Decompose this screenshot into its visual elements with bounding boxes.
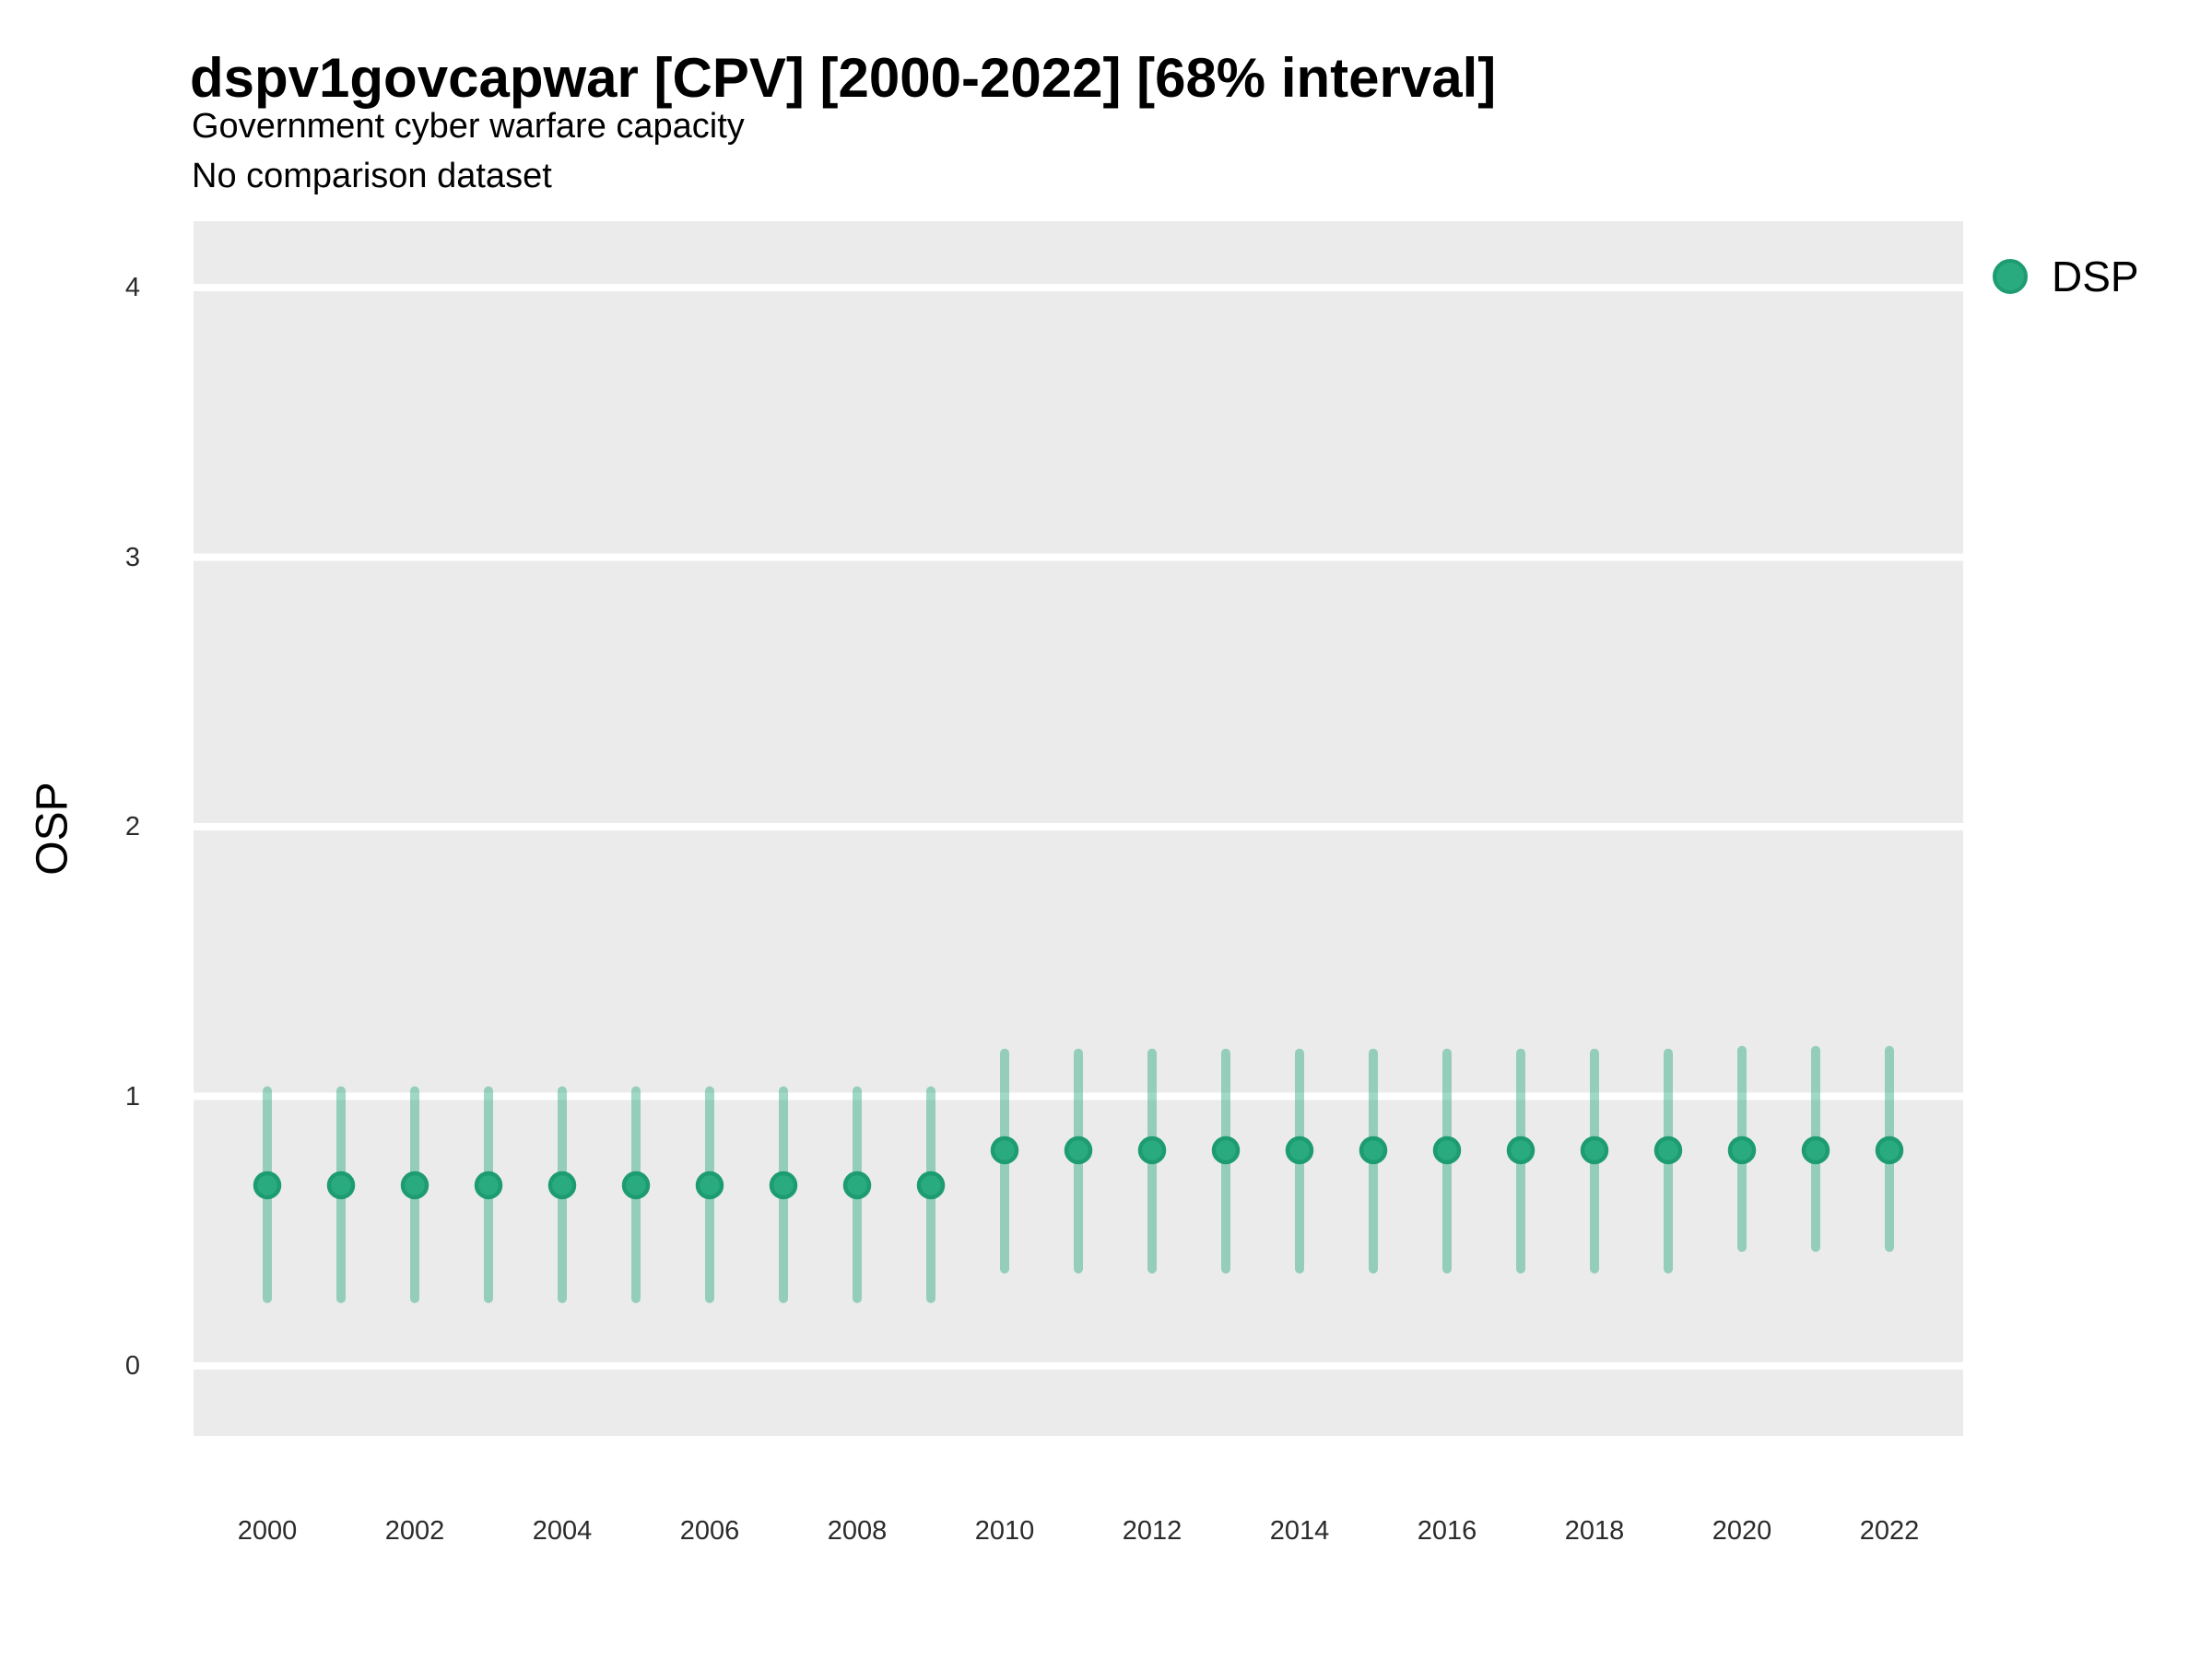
data-point-2000: [253, 1171, 282, 1200]
y-tick-label-2: 2: [124, 812, 140, 841]
plot-panel: [194, 221, 1963, 1436]
x-tick-label-2012: 2012: [1122, 1516, 1182, 1546]
x-tick-label-2014: 2014: [1269, 1516, 1330, 1546]
data-point-2016: [1432, 1135, 1462, 1165]
data-point-2003: [474, 1171, 503, 1200]
data-point-2017: [1506, 1135, 1535, 1165]
data-point-2010: [990, 1135, 1019, 1165]
legend-point-icon: [1993, 259, 2028, 294]
x-tick-label-2020: 2020: [1712, 1516, 1772, 1546]
chart-comparison-note: No comparison dataset: [192, 157, 552, 195]
legend: DSP: [1993, 251, 2139, 302]
data-point-2019: [1653, 1135, 1683, 1165]
legend-series-label: DSP: [2052, 253, 2139, 300]
data-point-2018: [1580, 1135, 1609, 1165]
y-tick-label-0: 0: [124, 1351, 140, 1381]
data-point-2022: [1875, 1135, 1904, 1165]
x-tick-label-2008: 2008: [827, 1516, 888, 1546]
x-tick-label-2006: 2006: [679, 1516, 740, 1546]
data-point-2005: [621, 1171, 651, 1200]
data-point-2020: [1727, 1135, 1757, 1165]
data-point-2006: [695, 1171, 724, 1200]
x-tick-label-2010: 2010: [974, 1516, 1035, 1546]
data-point-2015: [1359, 1135, 1388, 1165]
y-tick-label-3: 3: [124, 542, 140, 572]
data-point-2007: [769, 1171, 798, 1200]
data-point-2001: [326, 1171, 356, 1200]
chart-canvas: [194, 284, 1963, 1370]
x-tick-label-2018: 2018: [1564, 1516, 1625, 1546]
chart-title: dspv1govcapwar [CPV] [2000-2022] [68% in…: [190, 47, 1497, 109]
data-point-2011: [1064, 1135, 1093, 1165]
chart-subtitle: Government cyber warfare capacity: [192, 107, 745, 146]
y-tick-label-1: 1: [124, 1081, 140, 1112]
x-tick-label-2022: 2022: [1859, 1516, 1920, 1546]
x-tick-label-2016: 2016: [1417, 1516, 1477, 1546]
data-point-2012: [1137, 1135, 1167, 1165]
data-point-2004: [547, 1171, 577, 1200]
x-tick-label-2000: 2000: [237, 1516, 298, 1546]
data-point-2009: [916, 1171, 946, 1200]
x-tick-label-2004: 2004: [532, 1516, 593, 1546]
data-point-2013: [1211, 1135, 1241, 1165]
x-tick-label-2002: 2002: [384, 1516, 445, 1546]
data-point-2008: [842, 1171, 872, 1200]
data-point-2014: [1285, 1135, 1314, 1165]
y-tick-label-4: 4: [124, 273, 140, 302]
data-point-2002: [400, 1171, 429, 1200]
data-point-2021: [1801, 1135, 1830, 1165]
